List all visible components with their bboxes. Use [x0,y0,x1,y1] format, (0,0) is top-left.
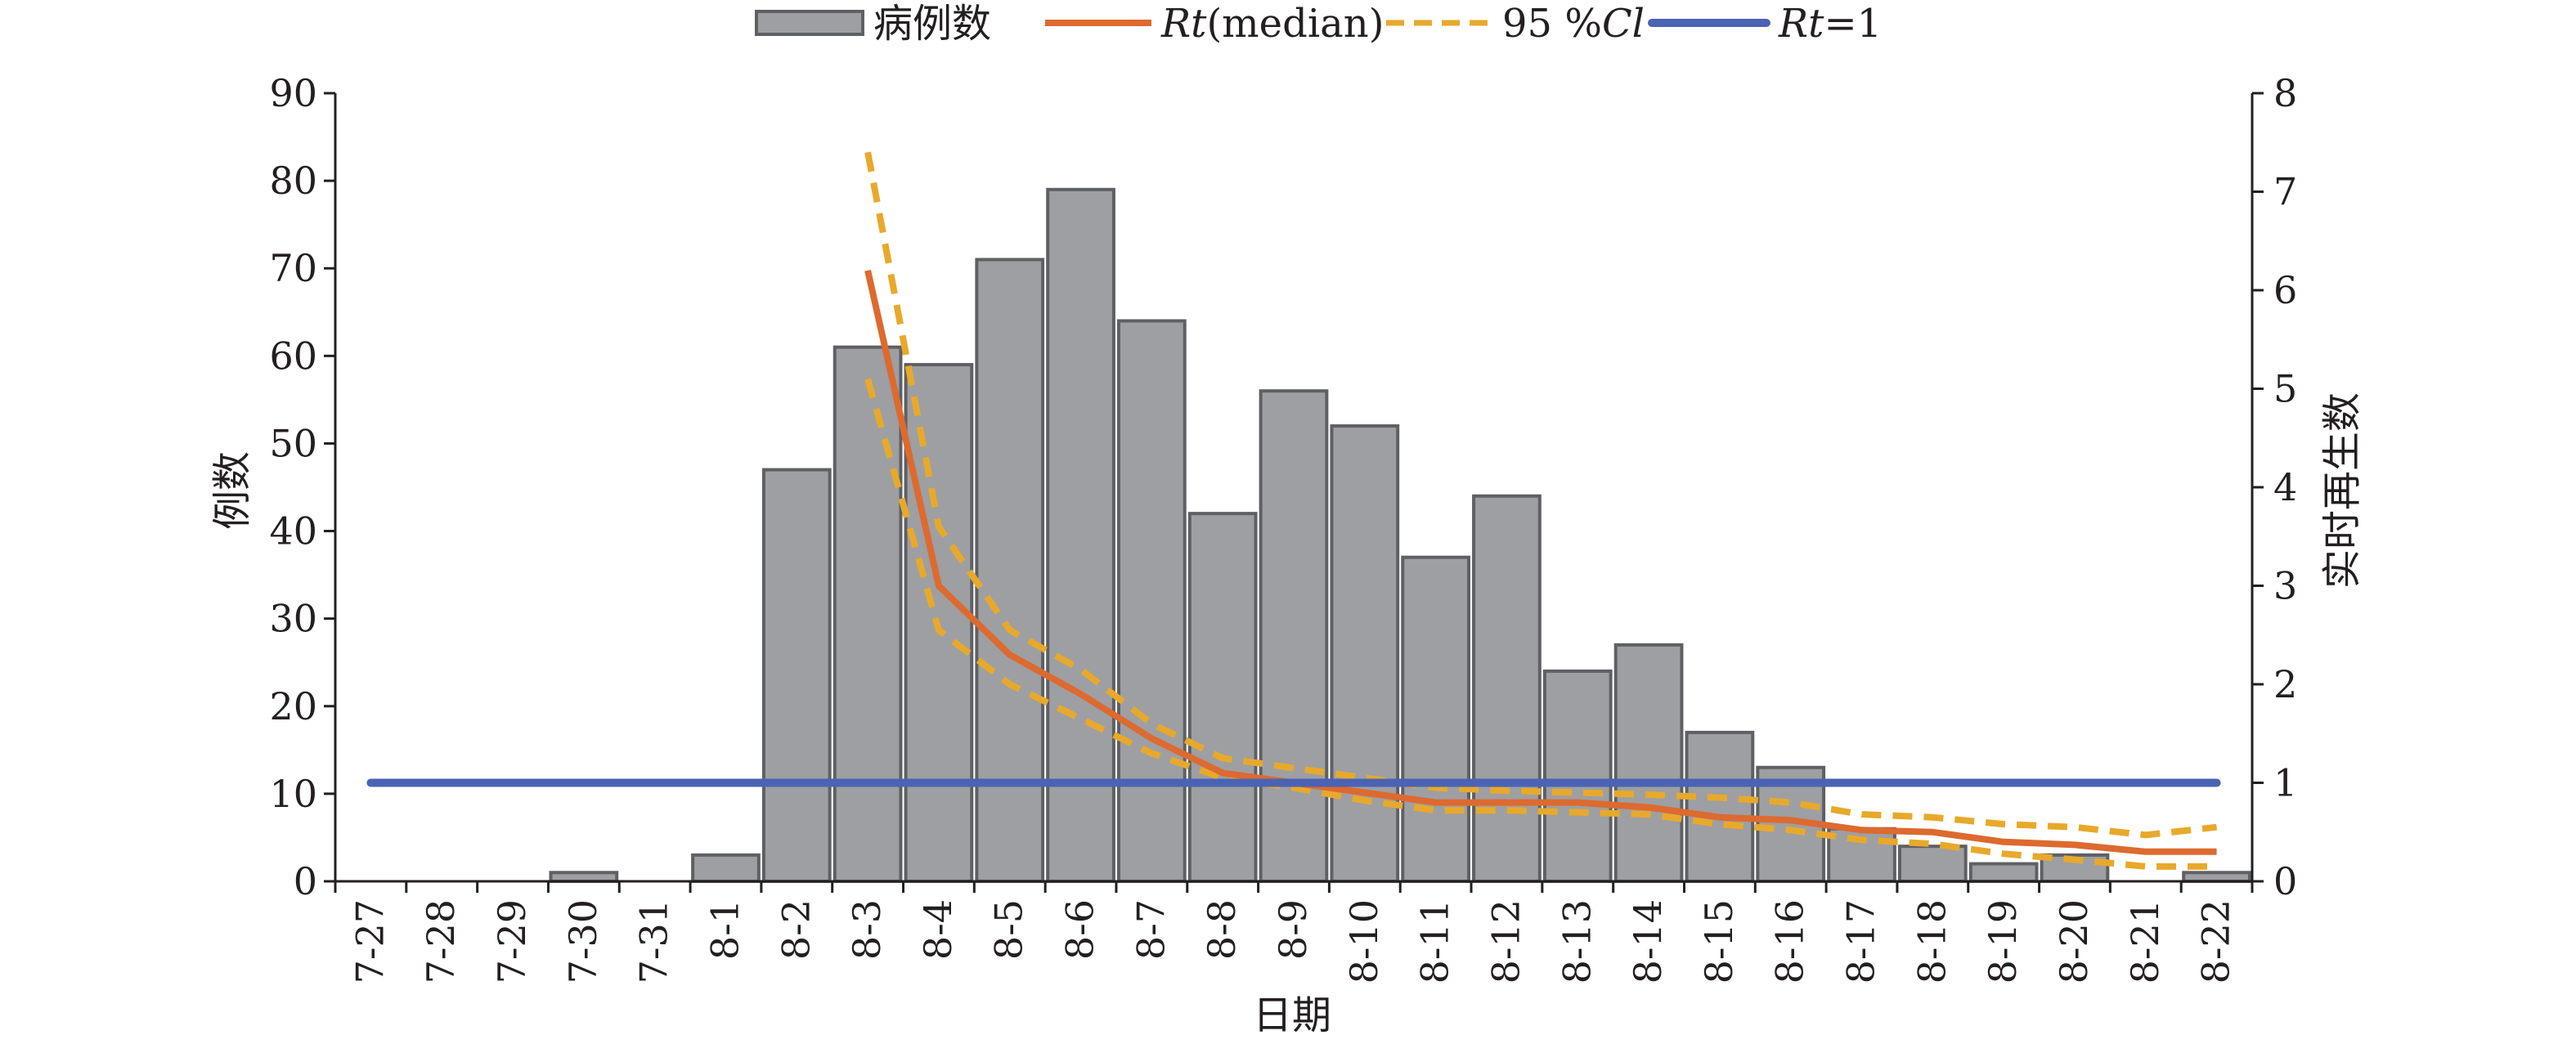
legend-label-rt-median: Rt(median) [1160,1,1384,47]
bar-8-8 [1187,512,1258,884]
x-tick-label-7-28: 7-28 [419,899,463,984]
x-tick-label-8-17: 8-17 [1839,899,1883,984]
y-right-tick-label-8: 8 [2273,71,2297,115]
x-tick-label-8-2: 8-2 [774,899,818,960]
x-tick-label-8-20: 8-20 [2052,899,2096,984]
bar-8-6 [1046,187,1115,884]
y-right-tick-label-2: 2 [2273,662,2297,706]
x-tick-label-8-21: 8-21 [2123,899,2167,984]
y-right-tick-label-6: 6 [2273,268,2297,312]
x-tick-label-8-5: 8-5 [987,899,1031,960]
bar-8-15 [1685,730,1755,884]
bar-8-9 [1259,389,1329,883]
bar-8-10 [1330,424,1400,883]
ci-upper-line [864,151,2218,839]
legend-swatch-cases [755,10,864,36]
bar-series [549,187,2251,884]
x-tick-label-7-30: 7-30 [561,899,605,984]
rt-median-line [864,270,2217,855]
y-left-tick-label-80: 80 [269,159,317,203]
x-tick-label-7-31: 7-31 [632,899,676,984]
legend-label-ci-italic: Cl [1602,1,1645,47]
bar-8-18 [1897,845,1968,883]
y-right-tick-label-1: 1 [2273,761,2297,805]
x-tick-label-8-12: 8-12 [1483,899,1528,984]
x-tick-label-7-27: 7-27 [348,899,392,984]
line-series [366,151,2221,870]
bar-8-1 [691,853,761,884]
y-left-tick-label-40: 40 [269,509,317,553]
bar-8-22 [2182,871,2251,884]
x-tick-label-8-15: 8-15 [1697,899,1741,984]
legend-label-cases: 病例数 [873,1,991,47]
y-right-tick-label-7: 7 [2273,170,2297,214]
axes: 0 10 20 30 40 50 60 70 80 90 0 1 2 3 4 5 6 7 8 7-27 7-28 7-29… [269,71,2297,984]
x-tick-label-8-1: 8-1 [702,899,747,960]
bar-8-3 [832,345,903,884]
y-right-tick-label-0: 0 [2273,859,2297,903]
x-tick-label-8-13: 8-13 [1555,899,1599,984]
legend-label-rt-median-italic: Rt [1160,1,1207,47]
bar-8-12 [1472,494,1542,883]
legend-label-rt1: Rt=1 [1778,1,1882,47]
x-tick-label-8-9: 8-9 [1271,899,1315,960]
bar-8-5 [975,258,1045,883]
y-left-tick-label-20: 20 [269,684,317,728]
x-tick-label-8-10: 8-10 [1342,899,1386,984]
y-left-tick-label-30: 30 [269,597,317,641]
x-tick-label-8-11: 8-11 [1413,899,1457,984]
bar-8-2 [761,468,832,883]
x-tick-label-8-16: 8-16 [1768,899,1812,984]
bar-8-11 [1401,555,1470,883]
legend-label-rt1-rest: =1 [1824,1,1882,47]
x-axis-title: 日期 [1253,992,1331,1038]
y-axis-right-title: 实时再生数 [2319,392,2365,589]
x-tick-label-8-8: 8-8 [1200,899,1244,960]
x-tick-label-8-6: 8-6 [1058,899,1102,960]
legend: 病例数 Rt(median) 95 %Cl Rt=1 [755,1,1882,47]
x-tick-label-8-7: 8-7 [1129,899,1173,960]
legend-label-rt1-italic: Rt [1778,1,1824,47]
x-tick-label-8-14: 8-14 [1626,899,1670,984]
y-left-tick-label-0: 0 [294,859,317,903]
y-axis-left-title: 例数 [209,451,255,530]
x-tick-label-8-4: 8-4 [916,899,960,960]
x-tick-label-8-18: 8-18 [1910,899,1954,984]
y-left-tick-label-50: 50 [269,421,317,465]
y-left-tick-label-90: 90 [269,71,317,115]
legend-label-ci-prefix: 95 % [1502,1,1602,47]
x-tick-label-8-19: 8-19 [1981,899,2025,984]
x-tick-label-7-29: 7-29 [490,899,534,984]
bar-8-7 [1117,319,1187,883]
y-right-tick-label-5: 5 [2273,367,2297,411]
y-left-tick-label-10: 10 [269,772,317,816]
x-tick-label-8-22: 8-22 [2194,899,2238,984]
legend-label-rt-median-rest: (median) [1206,1,1384,47]
ci-lower-line [864,378,2217,870]
bar-7-30 [549,871,619,884]
y-right-tick-label-4: 4 [2273,465,2297,509]
bar-8-13 [1542,669,1613,884]
y-right-tick-label-3: 3 [2273,564,2297,608]
legend-label-ci: 95 %Cl [1502,1,1645,47]
y-left-tick-label-70: 70 [269,246,317,290]
y-left-tick-label-60: 60 [269,334,317,378]
bar-8-19 [1968,862,2039,883]
bar-8-14 [1613,643,1684,883]
x-tick-label-8-3: 8-3 [845,899,889,960]
